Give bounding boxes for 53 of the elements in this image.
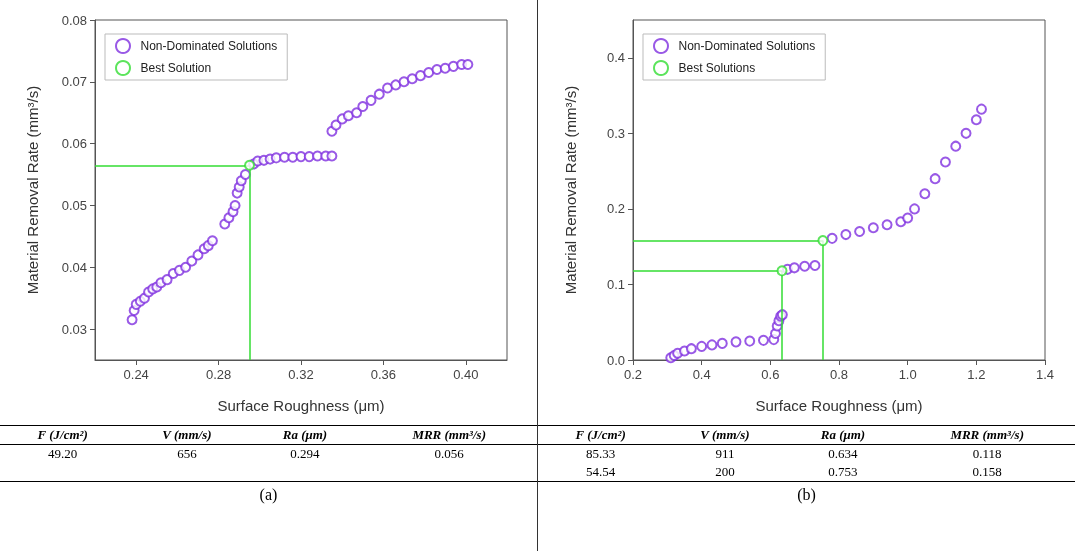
legend-label: Non-Dominated Solutions (678, 39, 816, 53)
text: Ra (μm) (248, 425, 362, 445)
text: 0.634 (827, 445, 859, 463)
y-tick-label: 0.04 (61, 259, 87, 275)
y-tick-label: 0.08 (61, 12, 87, 28)
text: 0.294 (289, 445, 321, 463)
y-tick-label: 0.4 (606, 50, 625, 66)
x-tick-label: 0.24 (123, 367, 149, 382)
x-tick-label: 0.4 (692, 367, 711, 382)
text: 85.33 (585, 445, 617, 463)
y-tick-label: 0.1 (606, 276, 625, 292)
text: Ra (μm) (786, 425, 900, 445)
x-tick-label: 0.6 (761, 367, 780, 382)
x-tick-label: 0.2 (623, 367, 643, 382)
text: 0.056 (433, 445, 465, 463)
legend-label: Best Solution (140, 61, 212, 75)
y-axis-title: Material Removal Rate (mm³/s) (562, 85, 579, 295)
text: (b) (538, 481, 1075, 505)
x-tick-label: 0.28 (205, 367, 232, 382)
y-tick-label: 0.06 (61, 136, 87, 152)
text: (a) (0, 481, 537, 505)
text: V (mm/s) (663, 425, 787, 445)
y-tick-label: 0.05 (61, 197, 87, 213)
y-tick-label: 0.0 (606, 352, 625, 368)
text: MRR (mm³/s) (899, 425, 1075, 445)
text: V (mm/s) (125, 425, 249, 445)
text: 0.753 (827, 463, 859, 481)
text: F (J/cm²) (538, 425, 664, 445)
text: 911 (714, 445, 736, 463)
text: F (J/cm²) (0, 425, 126, 445)
text: 200 (714, 463, 736, 481)
x-axis-title: Surface Roughness (μm) (755, 397, 923, 414)
x-axis-title: Surface Roughness (μm) (217, 397, 385, 414)
text: 0.158 (971, 463, 1003, 481)
x-tick-label: 0.40 (453, 367, 479, 382)
y-tick-label: 0.03 (61, 321, 87, 337)
x-tick-label: 1.4 (1035, 367, 1055, 382)
x-tick-label: 0.32 (288, 367, 314, 382)
x-tick-label: 0.8 (829, 367, 849, 382)
legend-label: Non-Dominated Solutions (140, 39, 278, 53)
y-tick-label: 0.07 (61, 74, 87, 90)
y-axis-title: Material Removal Rate (mm³/s) (24, 85, 41, 295)
x-tick-label: 1.2 (967, 367, 986, 382)
text: 49.20 (47, 445, 79, 463)
text: 0.118 (971, 445, 1003, 463)
text: 656 (176, 445, 198, 463)
legend-label: Best Solutions (678, 61, 756, 75)
y-tick-label: 0.2 (606, 201, 625, 217)
x-tick-label: 0.36 (370, 367, 397, 382)
text: MRR (mm³/s) (361, 425, 537, 445)
y-tick-label: 0.3 (606, 125, 625, 141)
text: 54.54 (585, 463, 617, 481)
x-tick-label: 1.0 (898, 367, 917, 382)
